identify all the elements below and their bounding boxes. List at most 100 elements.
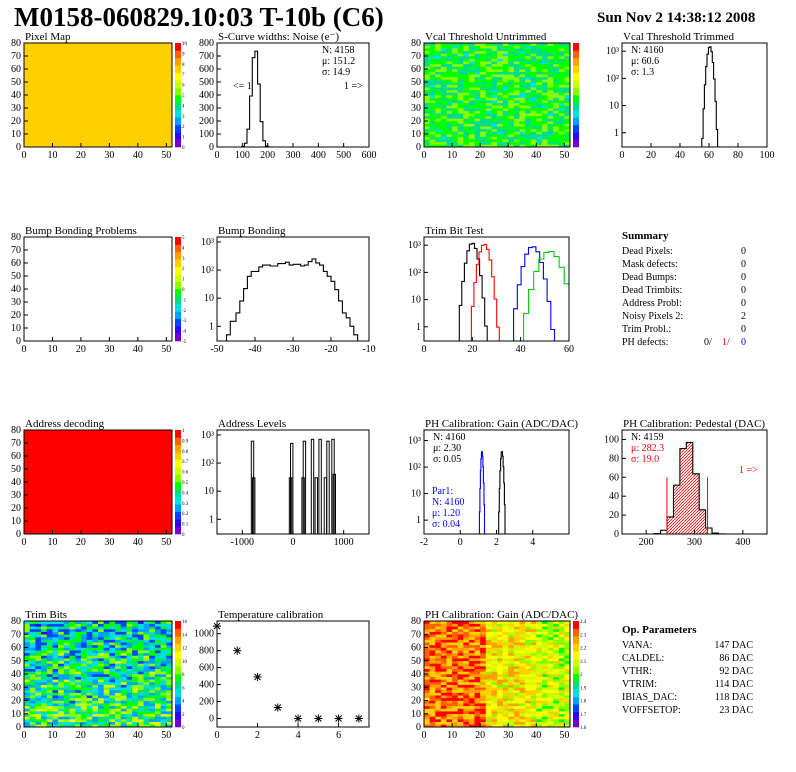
heatmap-cell	[491, 105, 498, 109]
y-tick-label: 10²	[408, 267, 421, 278]
heatmap-cell	[109, 689, 116, 693]
heatmap-cell	[547, 721, 554, 725]
heatmap-cell	[429, 660, 436, 664]
heatmap-cell	[480, 687, 487, 691]
heatmap-cell	[474, 102, 481, 106]
heatmap-cell	[120, 642, 127, 646]
heatmap-cell	[446, 131, 453, 135]
heatmap-cell	[446, 689, 453, 693]
heatmap-cell	[109, 636, 116, 640]
heatmap-cell	[553, 644, 560, 648]
heatmap-cell	[435, 102, 442, 106]
heatmap-cell	[103, 628, 110, 632]
heatmap-cell	[491, 687, 498, 691]
heatmap-cell	[86, 697, 93, 701]
heatmap-cell	[80, 652, 87, 656]
colorbar-segment	[573, 628, 579, 637]
heatmap-cell	[58, 671, 65, 675]
heatmap-cell	[541, 102, 548, 106]
heatmap-cell	[35, 689, 42, 693]
heatmap-cell	[69, 713, 76, 717]
heatmap-cell	[536, 689, 543, 693]
heatmap-cell	[440, 84, 447, 88]
heatmap-cell	[429, 697, 436, 701]
heatmap-cell	[558, 724, 565, 728]
heatmap-cell	[424, 110, 430, 114]
heatmap-cell	[143, 695, 150, 699]
colorbar-segment	[175, 666, 181, 675]
heatmap-cell	[485, 61, 492, 65]
heatmap-cell	[446, 658, 453, 662]
heatmap-cell	[452, 687, 458, 691]
heatmap-cell	[536, 655, 543, 659]
heatmap-cell	[424, 647, 430, 651]
heatmap-cell	[558, 82, 565, 85]
heatmap-cell	[480, 666, 487, 669]
heatmap-cell	[468, 58, 475, 62]
heatmap-cell	[491, 58, 498, 62]
heatmap-cell	[160, 687, 167, 691]
heatmap-cell	[468, 136, 475, 140]
heatmap-cell	[463, 66, 470, 70]
histogram-line-green	[513, 251, 569, 341]
heatmap-cell	[80, 666, 87, 669]
heatmap-cell	[440, 650, 447, 654]
heatmap-cell	[480, 61, 487, 65]
heatmap-cell	[474, 695, 481, 699]
heatmap-cell	[463, 76, 470, 80]
x-tick-label: -40	[248, 344, 261, 355]
heatmap-cell	[553, 719, 560, 722]
colorbar-segment	[175, 318, 181, 327]
heatmap-cell	[519, 724, 526, 728]
heatmap-cell	[513, 84, 520, 88]
colorbar-segment	[175, 437, 181, 446]
scatter-point	[294, 714, 303, 723]
heatmap-cell	[508, 126, 515, 130]
heatmap-cell	[29, 626, 36, 630]
heatmap-cell	[457, 84, 464, 88]
heatmap-cell	[166, 697, 173, 701]
heatmap-cell	[149, 634, 156, 638]
heatmap-cell	[508, 79, 515, 83]
heatmap-cell	[446, 700, 453, 704]
heatmap-cell	[541, 708, 548, 712]
heatmap-cell	[29, 674, 36, 677]
colorbar-label: 5	[182, 236, 185, 241]
heatmap-cell	[120, 650, 127, 654]
heatmap-cell	[508, 50, 515, 54]
heatmap-cell	[132, 716, 139, 720]
heatmap-cell	[541, 118, 548, 122]
heatmap-cell	[29, 697, 36, 701]
heatmap-cell	[474, 74, 481, 78]
heatmap-cell	[457, 50, 464, 54]
heatmap-cell	[513, 674, 520, 677]
colorbar-label: 2.1	[580, 660, 587, 665]
heatmap-cell	[558, 53, 565, 57]
heatmap-cell	[525, 71, 531, 75]
heatmap-cell	[564, 724, 571, 728]
heatmap-cell	[63, 666, 70, 669]
heatmap-cell	[440, 647, 447, 651]
parameter-value: 23 DAC	[719, 705, 753, 716]
heatmap-cell	[491, 724, 498, 728]
heatmap-cell	[547, 71, 554, 75]
heatmap-cell	[41, 644, 48, 648]
heatmap-cell	[452, 695, 458, 699]
heatmap-cell	[52, 719, 59, 722]
x-tick-label: 30	[503, 150, 513, 161]
heatmap-cell	[485, 79, 492, 83]
x-tick-label: 0	[22, 150, 27, 161]
heatmap-cell	[502, 58, 509, 62]
colorbar-label: 8	[182, 63, 185, 68]
heatmap-cell	[463, 63, 470, 67]
heatmap-cell	[497, 634, 503, 638]
heatmap-cell	[149, 676, 156, 680]
heatmap-cell	[52, 692, 59, 696]
heatmap-cell	[440, 144, 447, 148]
heatmap-cell	[480, 108, 487, 111]
colorbar-segment	[573, 43, 579, 51]
colorbar-segment	[573, 80, 579, 88]
ph-defects-value: 0	[741, 337, 746, 348]
colorbar-segment	[175, 132, 181, 140]
heatmap-cell	[429, 84, 436, 88]
